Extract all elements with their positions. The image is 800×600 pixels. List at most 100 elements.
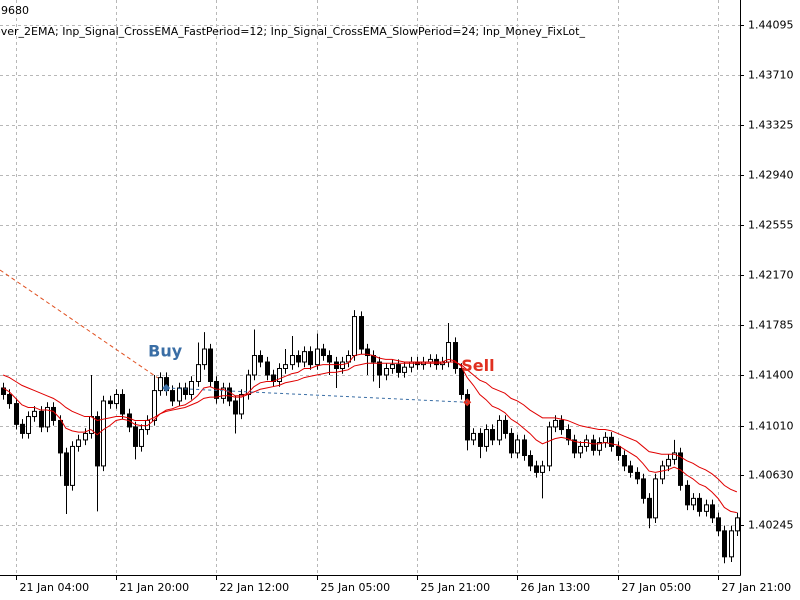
chart-title: 29680 bbox=[0, 4, 29, 17]
candle-body bbox=[321, 348, 326, 357]
previous-trade-line bbox=[0, 269, 159, 379]
y-tick-label: 1.40245 bbox=[748, 519, 794, 532]
x-tick-label: 21 Jan 20:00 bbox=[120, 581, 190, 594]
candle-body bbox=[283, 364, 288, 370]
candle-body bbox=[196, 364, 201, 382]
candle-body bbox=[522, 439, 527, 457]
candle-body bbox=[697, 497, 702, 512]
candle-body bbox=[365, 348, 370, 357]
candle-body bbox=[572, 439, 577, 454]
candle-body bbox=[591, 439, 596, 451]
plot-area bbox=[1, 310, 740, 564]
candle-body bbox=[202, 348, 207, 366]
candle-body bbox=[653, 478, 658, 519]
candle-body bbox=[290, 355, 295, 366]
candle-body bbox=[490, 429, 495, 441]
candle-body bbox=[635, 471, 640, 480]
candle-body bbox=[603, 436, 608, 444]
candle-body bbox=[359, 316, 364, 350]
candle-body bbox=[20, 423, 25, 434]
x-tick-label: 27 Jan 05:00 bbox=[622, 581, 692, 594]
candle-body bbox=[465, 393, 470, 441]
candle-body bbox=[108, 400, 113, 405]
candle-body bbox=[478, 432, 483, 447]
candle-body bbox=[735, 517, 740, 532]
candle-body bbox=[628, 465, 633, 473]
ema-line bbox=[2, 353, 737, 514]
candle-body bbox=[64, 452, 69, 486]
candle-body bbox=[384, 368, 389, 376]
candle-body bbox=[227, 387, 232, 402]
x-tick-label: 26 Jan 13:00 bbox=[521, 581, 591, 594]
candle-body bbox=[76, 439, 81, 447]
y-tick-label: 1.42555 bbox=[748, 219, 794, 232]
candle-body bbox=[252, 355, 257, 376]
candle-body bbox=[177, 387, 182, 402]
candle-body bbox=[559, 419, 564, 431]
trade-line bbox=[166, 387, 468, 403]
candle-body bbox=[666, 458, 671, 467]
candle-body bbox=[704, 504, 709, 512]
candle-body bbox=[515, 439, 520, 454]
trade-label: Sell bbox=[461, 356, 494, 375]
x-tick-label: 25 Jan 21:00 bbox=[421, 581, 491, 594]
candle-body bbox=[566, 429, 571, 441]
candle-body bbox=[277, 368, 282, 382]
candle-body bbox=[26, 416, 31, 434]
candle-body bbox=[95, 416, 100, 467]
candle-body bbox=[377, 361, 382, 376]
candle-body bbox=[540, 465, 545, 473]
candle-body bbox=[722, 530, 727, 558]
candle-body bbox=[32, 410, 37, 418]
candle-body bbox=[315, 348, 320, 366]
candle-body bbox=[221, 387, 226, 399]
candle-body bbox=[51, 406, 56, 421]
candle-body bbox=[729, 530, 734, 558]
y-tick-label: 1.41785 bbox=[748, 319, 794, 332]
candle-body bbox=[534, 465, 539, 473]
candle-body bbox=[158, 377, 163, 392]
y-tick-label: 1.41400 bbox=[748, 369, 794, 382]
candle-body bbox=[597, 442, 602, 451]
candle-body bbox=[120, 393, 125, 415]
candle-body bbox=[547, 426, 552, 467]
candle-body bbox=[39, 410, 44, 428]
candle-body bbox=[660, 465, 665, 480]
x-tick-label: 27 Jan 21:00 bbox=[722, 581, 792, 594]
candle-body bbox=[83, 432, 88, 441]
candle-body bbox=[208, 348, 213, 382]
candle-body bbox=[390, 364, 395, 370]
candle-body bbox=[716, 517, 721, 532]
ema-line bbox=[2, 361, 738, 493]
candle-body bbox=[622, 455, 627, 467]
x-tick-label: 25 Jan 05:00 bbox=[321, 581, 391, 594]
candle-body bbox=[497, 419, 502, 441]
candle-body bbox=[258, 355, 263, 363]
candle-body bbox=[509, 432, 514, 454]
y-tick-label: 1.43325 bbox=[748, 119, 794, 132]
candle-body bbox=[691, 497, 696, 506]
candle-body bbox=[114, 393, 119, 405]
candle-body bbox=[609, 436, 614, 447]
candle-body bbox=[484, 429, 489, 447]
y-tick-label: 1.40630 bbox=[748, 469, 794, 482]
candle-body bbox=[189, 380, 194, 395]
y-tick-label: 1.42170 bbox=[748, 269, 794, 282]
chart-subtitle: over_2EMA; Inp_Signal_CrossEMA_FastPerio… bbox=[0, 25, 585, 38]
candle-body bbox=[7, 393, 12, 405]
candle-body bbox=[327, 355, 332, 363]
candle-body bbox=[396, 364, 401, 373]
candle-body bbox=[528, 455, 533, 467]
candle-body bbox=[302, 351, 307, 363]
candle-body bbox=[402, 366, 407, 373]
candle-body bbox=[265, 361, 270, 376]
candle-body bbox=[139, 429, 144, 447]
candle-body bbox=[296, 355, 301, 363]
candle-body bbox=[239, 393, 244, 415]
candle-body bbox=[553, 419, 558, 428]
candle-body bbox=[616, 445, 621, 457]
candle-body bbox=[58, 419, 63, 454]
